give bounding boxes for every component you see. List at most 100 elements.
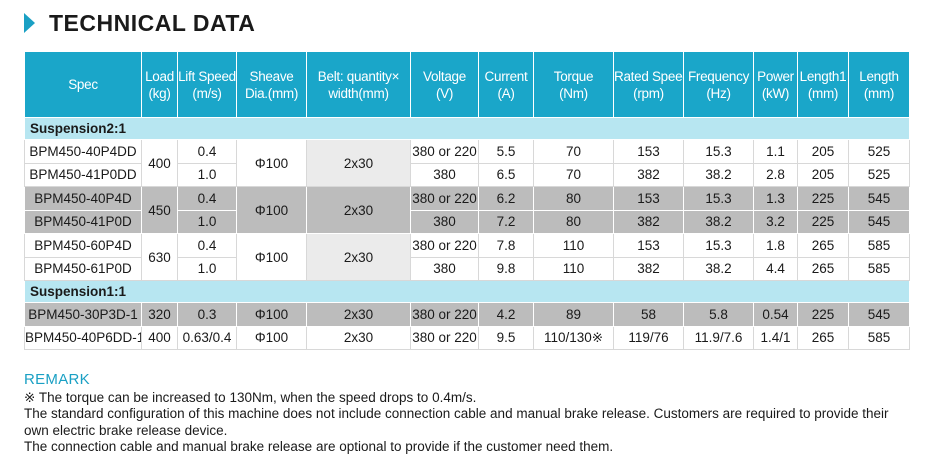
table-cell: 6.2 — [478, 186, 534, 211]
table-cell: 0.4 — [177, 186, 237, 211]
table-cell: 265 — [797, 233, 849, 258]
table-cell: 11.9/7.6 — [683, 325, 754, 350]
table-row: BPM450-40P6DD-1 400 0.63/0.4 Φ100 2x30 380 or… — [24, 325, 910, 350]
table-header-row: Spec Load (kg) Lift Speed (m/s) Sheave Dia.(mm… — [24, 51, 910, 118]
table-cell: 1.1 — [753, 139, 798, 164]
table-cell: 265 — [797, 325, 849, 350]
table-cell: 7.8 — [478, 233, 534, 258]
table-cell: 58 — [613, 302, 684, 327]
column-header-text: Load — [145, 68, 174, 84]
column-header-text: (Nm) — [559, 85, 588, 101]
load-cell: 400 — [141, 139, 178, 187]
column-header: Length1 (mm) — [797, 51, 849, 118]
column-header-text: Dia.(mm) — [244, 85, 299, 101]
table-cell: 119/76 — [613, 325, 684, 350]
table-cell: 320 — [141, 302, 178, 327]
table-row: BPM450-40P4D 450 0.4 Φ100 2x30 380 or 220 6.2 8… — [24, 186, 910, 234]
table-row: BPM450-30P3D-1 320 0.3 Φ100 2x30 380 or 220 4.… — [24, 302, 910, 327]
table-cell: 1.3 — [753, 186, 798, 211]
table-cell: Φ100 — [236, 325, 307, 350]
table-cell: 4.2 — [478, 302, 534, 327]
spec-cell: BPM450-40P4DD — [24, 139, 142, 164]
table-row: BPM450-40P4DD 400 0.4 Φ100 2x30 380 or 220 5.5… — [24, 139, 910, 187]
table-cell: 110 — [533, 233, 614, 258]
table-cell: 153 — [613, 186, 684, 211]
column-header-text: Length1 — [799, 68, 847, 84]
sheave-cell: Φ100 — [236, 139, 307, 187]
sheave-cell: Φ100 — [236, 186, 307, 234]
table-cell: 5.5 — [478, 139, 534, 164]
column-header-text: (rpm) — [633, 85, 664, 101]
column-header-text: (m/s) — [192, 85, 222, 101]
table-cell: 110 — [533, 256, 614, 281]
table-cell: 6.5 — [478, 162, 534, 187]
table-cell: 585 — [848, 233, 910, 258]
table-cell: 380 — [410, 162, 479, 187]
group-label: Suspension1:1 — [24, 280, 910, 303]
table-cell: 382 — [613, 256, 684, 281]
table-cell: 585 — [848, 325, 910, 350]
column-header-text: Sheave — [249, 68, 294, 84]
table-cell: 382 — [613, 209, 684, 234]
table-cell: 265 — [797, 256, 849, 281]
table-cell: 0.54 — [753, 302, 798, 327]
column-header-text: (mm) — [863, 85, 895, 101]
column-header-text: Current — [484, 68, 528, 84]
column-header: Length (mm) — [848, 51, 910, 118]
table-cell: 380 — [410, 256, 479, 281]
column-header-text: Frequency — [687, 68, 750, 84]
spec-cell: BPM450-40P4D — [24, 186, 142, 211]
column-header: Lift Speed (m/s) — [177, 51, 237, 118]
table-cell: 80 — [533, 186, 614, 211]
table-cell: 0.63/0.4 — [177, 325, 237, 350]
group-label: Suspension2:1 — [24, 117, 910, 140]
table-cell: 0.4 — [177, 139, 237, 164]
column-header-text: (A) — [497, 85, 515, 101]
technical-data-table: Spec Load (kg) Lift Speed (m/s) Sheave Dia.(mm… — [24, 51, 910, 350]
table-cell: 15.3 — [683, 233, 754, 258]
table-cell: 545 — [848, 209, 910, 234]
table-row: BPM450-41P0D 1.0 380 7.2 80 382 38.2 3.2 225 545 — [24, 209, 910, 234]
table-cell: 205 — [797, 162, 849, 187]
chevron-right-icon — [24, 13, 35, 33]
column-header-text: Voltage — [423, 68, 466, 84]
column-header: Load (kg) — [141, 51, 178, 118]
spec-cell: BPM450-60P4D — [24, 233, 142, 258]
column-header-text: Belt: quantity× — [317, 68, 400, 84]
table-cell: 5.8 — [683, 302, 754, 327]
table-cell: 2.8 — [753, 162, 798, 187]
table-cell: 0.3 — [177, 302, 237, 327]
table-row: BPM450-60P4D 630 0.4 Φ100 2x30 380 or 220 7.8 1… — [24, 233, 910, 281]
column-header: Sheave Dia.(mm) — [236, 51, 307, 118]
table-cell: 225 — [797, 209, 849, 234]
column-header-text: Power — [757, 68, 794, 84]
table-cell: 545 — [848, 186, 910, 211]
table-cell: 153 — [613, 233, 684, 258]
table-cell: 38.2 — [683, 162, 754, 187]
load-cell: 450 — [141, 186, 178, 234]
table-cell: 380 — [410, 209, 479, 234]
table-cell: 1.0 — [177, 209, 237, 234]
remark-section: REMARK ※ The torque can be increased to … — [24, 371, 904, 456]
table-cell: 70 — [533, 162, 614, 187]
column-header: Belt: quantity× width(mm) — [306, 51, 411, 118]
spec-cell: BPM450-41P0D — [24, 209, 142, 234]
column-header: Current (A) — [478, 51, 534, 118]
table-cell: 80 — [533, 209, 614, 234]
table-cell: 110/130※ — [533, 325, 614, 350]
spec-cell: BPM450-41P0DD — [24, 162, 142, 187]
table-cell: 225 — [797, 302, 849, 327]
table-cell: 2x30 — [306, 302, 411, 327]
table-cell: 7.2 — [478, 209, 534, 234]
sheave-cell: Φ100 — [236, 233, 307, 281]
table-cell: 0.4 — [177, 233, 237, 258]
load-cell: 630 — [141, 233, 178, 281]
belt-cell: 2x30 — [306, 233, 411, 281]
table-cell: 382 — [613, 162, 684, 187]
column-header-text: Torque — [553, 68, 594, 84]
column-header: Spec — [24, 51, 142, 118]
column-header-text: (kg) — [148, 85, 171, 101]
table-cell: 89 — [533, 302, 614, 327]
table-cell: 225 — [797, 186, 849, 211]
column-header-text: (mm) — [807, 85, 839, 101]
